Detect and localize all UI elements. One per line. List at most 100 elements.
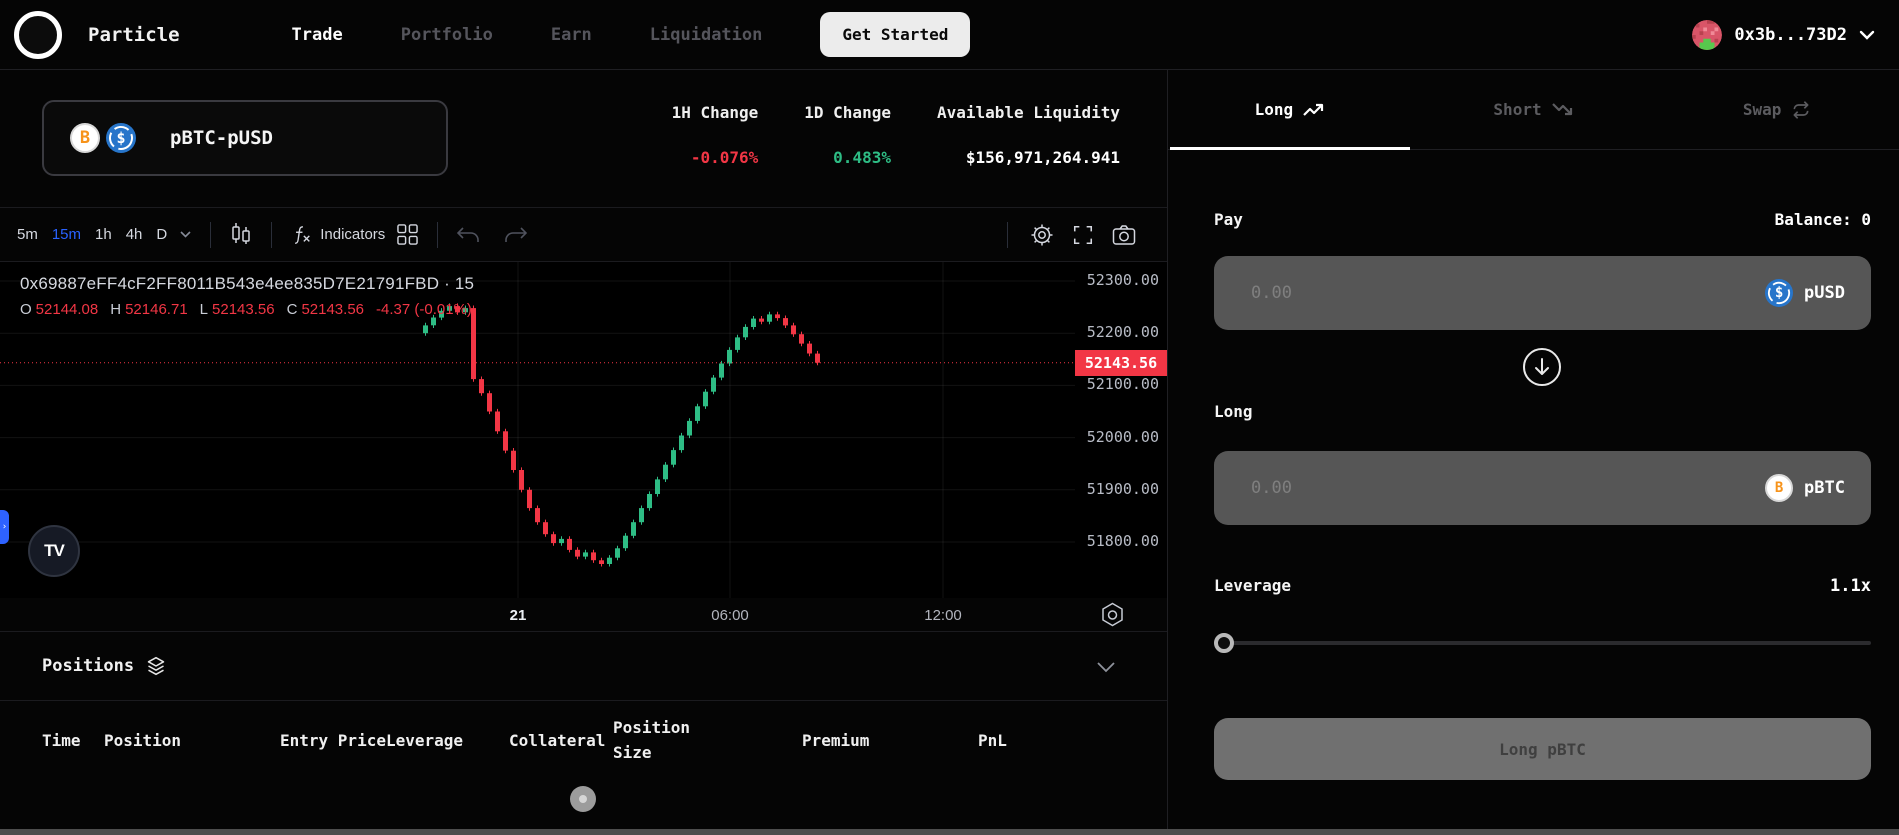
indicators-button[interactable]: Indicators bbox=[285, 220, 391, 250]
receive-amount-input[interactable] bbox=[1251, 478, 1766, 498]
price-tick: 51900.00 bbox=[1086, 479, 1159, 498]
chart-section: B $ pBTC-pUSD 1H Change -0.076% 1D Chang… bbox=[0, 70, 1167, 835]
price-tick: 52000.00 bbox=[1086, 427, 1159, 446]
timeframe-15m[interactable]: 15m bbox=[51, 226, 82, 243]
current-price-badge: 52143.56 bbox=[1075, 349, 1167, 376]
nav-link-earn[interactable]: Earn bbox=[550, 24, 592, 45]
trade-tabs: Long Short Swap bbox=[1168, 70, 1899, 150]
pair-name: pBTC-pUSD bbox=[170, 127, 273, 149]
tab-short[interactable]: Short bbox=[1412, 70, 1656, 149]
swap-icon bbox=[1793, 100, 1809, 119]
nav-link-portfolio[interactable]: Portfolio bbox=[400, 24, 493, 45]
chevron-down-icon bbox=[1859, 30, 1875, 40]
pay-amount-input[interactable] bbox=[1251, 283, 1766, 303]
particle-logo-icon bbox=[14, 10, 62, 59]
pay-label: Pay bbox=[1214, 210, 1243, 229]
leverage-label: Leverage bbox=[1214, 576, 1292, 595]
pair-selector[interactable]: B $ pBTC-pUSD bbox=[42, 100, 448, 176]
nav-link-liquidation[interactable]: Liquidation bbox=[649, 24, 763, 45]
pay-row: Pay Balance: 0 bbox=[1214, 210, 1871, 229]
column-pnl: PnL bbox=[978, 731, 1007, 751]
column-position: Position bbox=[104, 731, 182, 751]
column-collateral: Collateral bbox=[509, 731, 606, 751]
usdc-icon: $ bbox=[1765, 279, 1794, 307]
redo-icon[interactable] bbox=[499, 223, 533, 247]
wallet-avatar bbox=[1692, 19, 1723, 50]
fullscreen-icon[interactable] bbox=[1063, 220, 1103, 250]
undo-icon[interactable] bbox=[451, 223, 485, 247]
leverage-value: 1.1x bbox=[1830, 576, 1871, 596]
timeframe-4h[interactable]: 4h bbox=[125, 226, 143, 243]
positions-collapse-chevron-icon[interactable] bbox=[1097, 658, 1115, 677]
column-premium: Premium bbox=[802, 731, 870, 751]
time-axis[interactable]: 21 06:00 12:00 bbox=[0, 598, 1167, 632]
slider-track[interactable] bbox=[1214, 641, 1871, 645]
price-tick: 51800.00 bbox=[1086, 532, 1159, 550]
screenshot-camera-icon[interactable] bbox=[1103, 220, 1145, 250]
time-tick: 21 bbox=[509, 607, 527, 624]
slider-thumb[interactable] bbox=[1214, 633, 1234, 653]
nav-links: Trade Portfolio Earn Liquidation bbox=[292, 25, 763, 45]
brand: Particle bbox=[14, 10, 180, 59]
price-tick: 52200.00 bbox=[1086, 323, 1159, 342]
timezone-settings-icon[interactable] bbox=[1100, 602, 1125, 633]
candlestick-chart[interactable]: 0x69887eFF4cF2FF8011B543e4ee835D7E21791F… bbox=[0, 262, 1167, 598]
chart-symbol: 0x69887eFF4cF2FF8011B543e4ee835D7E21791F… bbox=[20, 274, 475, 293]
trend-up-icon bbox=[1303, 103, 1324, 116]
tab-swap[interactable]: Swap bbox=[1655, 70, 1899, 149]
tab-long[interactable]: Long bbox=[1168, 70, 1412, 150]
timeframe-5m[interactable]: 5m bbox=[17, 226, 38, 243]
timeframe-1d[interactable]: D bbox=[156, 226, 168, 243]
brand-name: Particle bbox=[88, 23, 180, 46]
layers-icon bbox=[146, 656, 166, 676]
column-position-size: Position Size bbox=[613, 718, 691, 762]
tradingview-logo-icon[interactable]: TV bbox=[28, 525, 80, 577]
column-entry-price: Entry Price bbox=[280, 731, 386, 751]
chart-toolbar: 5m 15m 1h 4h D Indicators bbox=[0, 208, 1167, 262]
positions-title: Positions bbox=[42, 656, 135, 676]
timeframe-dropdown-icon[interactable] bbox=[174, 227, 197, 242]
btc-icon: B bbox=[70, 123, 100, 153]
submit-long-button[interactable]: Long pBTC bbox=[1214, 718, 1871, 780]
panel-expand-tab[interactable]: › bbox=[0, 510, 9, 544]
balance-label: Balance: 0 bbox=[1774, 210, 1871, 229]
stat-liquidity-value: $156,971,264.941 bbox=[965, 148, 1120, 167]
pair-row: B $ pBTC-pUSD 1H Change -0.076% 1D Chang… bbox=[0, 70, 1167, 208]
positions-header: Positions bbox=[42, 656, 166, 676]
receive-token: B pBTC bbox=[1765, 474, 1845, 502]
stat-liquidity: Available Liquidity $156,971,264.941 bbox=[936, 103, 1120, 167]
pay-token-name: pUSD bbox=[1804, 283, 1845, 303]
horizontal-scrollbar[interactable] bbox=[0, 829, 1899, 835]
stat-1d-value: 0.483% bbox=[833, 148, 891, 167]
positions-section: Positions Time Position Entry Price Leve… bbox=[0, 632, 1167, 834]
ohlc-change: -4.37 (-0.01%) bbox=[376, 301, 472, 318]
chart-settings-gear-icon[interactable] bbox=[1021, 219, 1063, 251]
timeframe-1h[interactable]: 1h bbox=[95, 226, 112, 243]
trend-down-icon bbox=[1551, 103, 1572, 116]
stat-1d-change: 1D Change 0.483% bbox=[804, 103, 891, 167]
leverage-row: Leverage 1.1x bbox=[1214, 576, 1871, 596]
time-tick: 06:00 bbox=[711, 607, 749, 624]
divider bbox=[0, 700, 1167, 701]
receive-input-box: B pBTC bbox=[1214, 451, 1871, 525]
chart-legend: 0x69887eFF4cF2FF8011B543e4ee835D7E21791F… bbox=[20, 274, 480, 318]
get-started-button[interactable]: Get Started bbox=[820, 12, 971, 57]
wallet-address: 0x3b...73D2 bbox=[1734, 24, 1847, 45]
price-tick: 52300.00 bbox=[1086, 271, 1159, 289]
time-tick: 12:00 bbox=[924, 607, 962, 624]
stat-1h-value: -0.076% bbox=[690, 148, 759, 167]
top-nav: Particle Trade Portfolio Earn Liquidatio… bbox=[0, 0, 1899, 70]
leverage-slider[interactable] bbox=[1214, 632, 1871, 654]
wallet-menu[interactable]: 0x3b...73D2 bbox=[1692, 19, 1875, 50]
swap-direction-button[interactable] bbox=[1523, 348, 1561, 386]
receive-token-name: pBTC bbox=[1804, 478, 1845, 498]
candle-style-icon[interactable] bbox=[224, 218, 258, 252]
market-stats: 1H Change -0.076% 1D Change 0.483% Avail… bbox=[672, 103, 1120, 167]
layout-grid-icon[interactable] bbox=[391, 220, 424, 249]
positions-table-header: Time Position Entry Price Leverage Colla… bbox=[0, 716, 1167, 766]
trade-panel: Long Short Swap Pay Balance: 0 $ bbox=[1167, 70, 1899, 835]
nav-link-trade[interactable]: Trade bbox=[291, 24, 343, 45]
receive-label: Long bbox=[1214, 402, 1253, 421]
arrow-down-icon bbox=[1535, 358, 1549, 375]
